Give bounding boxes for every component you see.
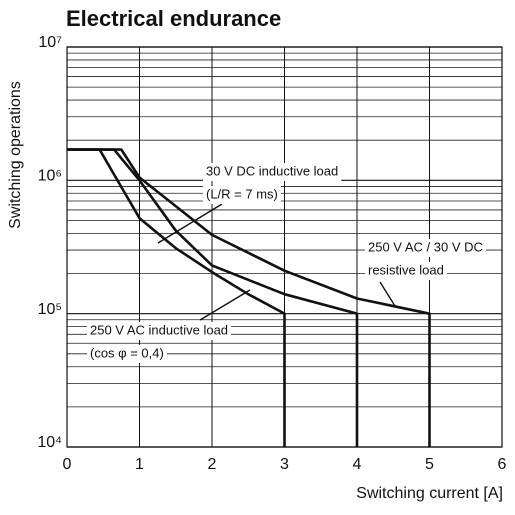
- series-line: [67, 148, 286, 447]
- leader-line: [157, 203, 223, 244]
- label-background: [87, 322, 232, 340]
- annotation: 250 V AC / 30 V DC: [368, 239, 483, 254]
- series-line: [67, 148, 359, 447]
- annotation: (cos φ = 0,4): [90, 345, 164, 360]
- y-tick-label: 10⁷: [38, 34, 62, 51]
- x-tick-label: 6: [498, 456, 507, 473]
- y-tick-label: 10⁶: [38, 168, 62, 185]
- annotation: 30 V DC inductive load: [206, 163, 338, 178]
- y-tick-label: 10⁵: [38, 301, 62, 318]
- leader-line: [199, 289, 251, 321]
- x-axis-label: Switching current [A]: [356, 485, 503, 502]
- annotation: (L/R = 7 ms): [206, 186, 278, 201]
- label-background: [365, 262, 447, 280]
- series-line: [67, 148, 431, 447]
- label-background: [203, 163, 342, 181]
- annotation: 250 V AC inductive load: [90, 322, 228, 337]
- x-tick-label: 1: [135, 456, 144, 473]
- x-tick-label: 2: [208, 456, 217, 473]
- label-background: [87, 345, 167, 363]
- x-tick-label: 5: [425, 456, 434, 473]
- y-axis-label: Switching operations: [7, 81, 24, 229]
- label-background: [365, 239, 486, 257]
- y-tick-label: 10⁴: [37, 434, 62, 451]
- leader-line: [379, 281, 396, 307]
- label-background: [203, 186, 281, 204]
- x-tick-label: 0: [63, 456, 72, 473]
- annotation: resistive load: [368, 262, 444, 277]
- x-tick-label: 4: [353, 456, 362, 473]
- chart-title: Electrical endurance: [66, 6, 281, 31]
- x-tick-label: 3: [280, 456, 289, 473]
